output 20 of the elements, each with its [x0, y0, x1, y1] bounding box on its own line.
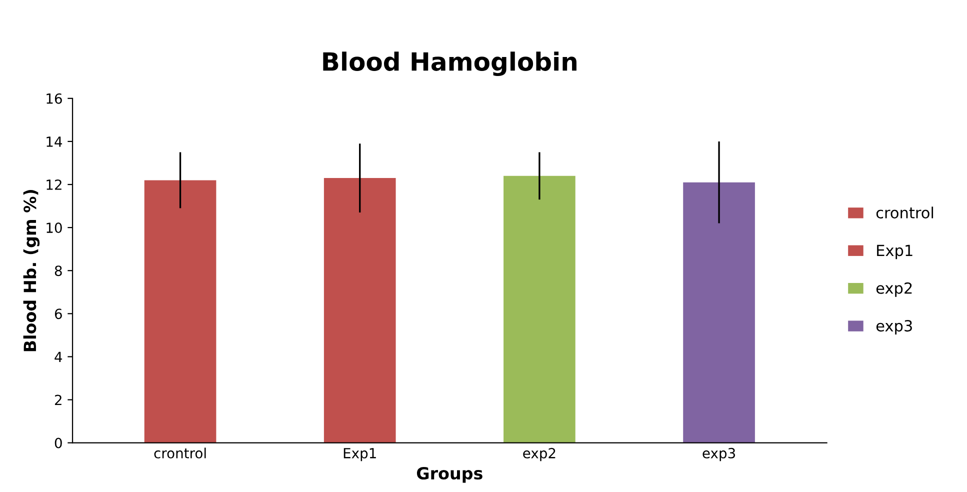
y-tick-label: 12 [46, 179, 62, 190]
chart-title: Blood Hamoglobin [323, 52, 576, 76]
y-tick-label: 2 [54, 394, 62, 406]
y-tick-label: 0 [54, 438, 62, 448]
x-tick-label: Exp1 [344, 448, 376, 462]
x-tick-label: exp2 [523, 448, 556, 462]
legend-label: crontrol [876, 206, 934, 218]
x-axis-title: Groups [416, 466, 482, 483]
y-tick-label: 16 [46, 93, 62, 104]
y-axis-title: Blood Hb. (gm %) [23, 190, 40, 352]
y-tick-label: 10 [46, 222, 62, 234]
y-tick-label: 4 [54, 352, 62, 362]
legend-label: exp2 [876, 282, 912, 297]
legend-label: Exp1 [877, 244, 912, 260]
x-tick-label: exp3 [702, 448, 736, 462]
x-tick-label: crontrol [154, 448, 206, 458]
y-tick-label: 14 [46, 136, 62, 147]
y-tick-label: 8 [54, 266, 62, 276]
y-tick-label: 6 [54, 308, 62, 320]
legend-label: exp3 [876, 320, 912, 335]
